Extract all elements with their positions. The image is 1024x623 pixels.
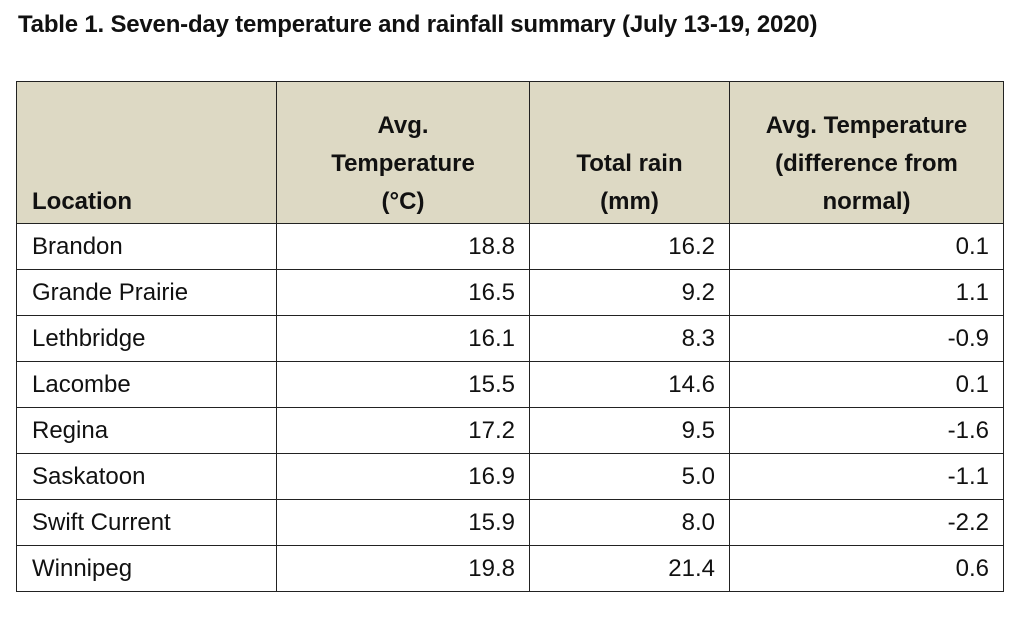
column-header-avg-temperature: Avg. Temperature (°C) (276, 81, 530, 224)
header-label-line: (°C) (381, 188, 425, 215)
header-label: Location (32, 188, 132, 215)
cell-temperature-difference: -1.6 (729, 407, 1004, 454)
cell-avg-temperature: 16.1 (276, 315, 530, 362)
cell-total-rain: 5.0 (529, 453, 730, 500)
cell-temperature-difference: 0.6 (729, 545, 1004, 592)
cell-location: Regina (16, 407, 277, 454)
header-label-line: Avg. Temperature (765, 112, 968, 139)
table-row: Brandon 18.8 16.2 0.1 (16, 223, 1004, 270)
header-label-line: normal) (822, 188, 911, 215)
cell-total-rain: 8.0 (529, 499, 730, 546)
cell-avg-temperature: 16.9 (276, 453, 530, 500)
header-label-line: (mm) (600, 188, 659, 215)
cell-total-rain: 8.3 (529, 315, 730, 362)
cell-avg-temperature: 17.2 (276, 407, 530, 454)
cell-total-rain: 21.4 (529, 545, 730, 592)
table-row: Lacombe 15.5 14.6 0.1 (16, 361, 1004, 408)
cell-avg-temperature: 18.8 (276, 223, 530, 270)
table-row: Grande Prairie 16.5 9.2 1.1 (16, 269, 1004, 316)
cell-total-rain: 9.2 (529, 269, 730, 316)
table-body: Brandon 18.8 16.2 0.1 Grande Prairie 16.… (16, 223, 1004, 592)
cell-temperature-difference: -2.2 (729, 499, 1004, 546)
cell-total-rain: 14.6 (529, 361, 730, 408)
cell-location: Grande Prairie (16, 269, 277, 316)
column-header-location: Location (16, 81, 277, 224)
cell-total-rain: 9.5 (529, 407, 730, 454)
table-row: Lethbridge 16.1 8.3 -0.9 (16, 315, 1004, 362)
cell-temperature-difference: 1.1 (729, 269, 1004, 316)
header-label-line: (difference from (775, 150, 958, 177)
cell-avg-temperature: 15.5 (276, 361, 530, 408)
table-title: Table 1. Seven-day temperature and rainf… (18, 11, 818, 38)
header-row: Location Avg. Temperature (°C) Total rai… (16, 81, 1004, 224)
table-header: Location Avg. Temperature (°C) Total rai… (16, 81, 1004, 224)
cell-avg-temperature: 15.9 (276, 499, 530, 546)
cell-avg-temperature: 19.8 (276, 545, 530, 592)
cell-location: Saskatoon (16, 453, 277, 500)
cell-location: Brandon (16, 223, 277, 270)
header-label-line: Total rain (576, 150, 683, 177)
table-row: Swift Current 15.9 8.0 -2.2 (16, 499, 1004, 546)
table-row: Regina 17.2 9.5 -1.6 (16, 407, 1004, 454)
cell-location: Lethbridge (16, 315, 277, 362)
cell-temperature-difference: 0.1 (729, 223, 1004, 270)
cell-temperature-difference: 0.1 (729, 361, 1004, 408)
table-row: Saskatoon 16.9 5.0 -1.1 (16, 453, 1004, 500)
cell-avg-temperature: 16.5 (276, 269, 530, 316)
cell-temperature-difference: -1.1 (729, 453, 1004, 500)
weather-summary-table: Location Avg. Temperature (°C) Total rai… (16, 81, 1004, 592)
column-header-total-rain: Total rain (mm) (529, 81, 730, 224)
cell-total-rain: 16.2 (529, 223, 730, 270)
cell-temperature-difference: -0.9 (729, 315, 1004, 362)
cell-location: Swift Current (16, 499, 277, 546)
table-row: Winnipeg 19.8 21.4 0.6 (16, 545, 1004, 592)
header-label-line: Temperature (331, 150, 475, 177)
cell-location: Lacombe (16, 361, 277, 408)
header-label-line: Avg. (377, 112, 429, 139)
cell-location: Winnipeg (16, 545, 277, 592)
column-header-temperature-difference: Avg. Temperature (difference from normal… (729, 81, 1004, 224)
